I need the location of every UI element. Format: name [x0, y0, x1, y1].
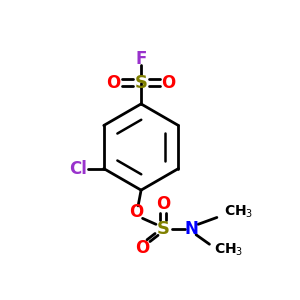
- Text: O: O: [135, 239, 150, 257]
- Text: CH$_3$: CH$_3$: [214, 242, 243, 258]
- Text: N: N: [185, 220, 199, 238]
- Text: S: S: [135, 74, 148, 92]
- Text: O: O: [106, 74, 121, 92]
- Text: F: F: [135, 50, 147, 68]
- Text: S: S: [157, 220, 170, 238]
- Text: O: O: [156, 195, 170, 213]
- Text: O: O: [161, 74, 176, 92]
- Text: CH$_3$: CH$_3$: [224, 203, 254, 220]
- Text: O: O: [130, 203, 144, 221]
- Text: Cl: Cl: [70, 160, 87, 178]
